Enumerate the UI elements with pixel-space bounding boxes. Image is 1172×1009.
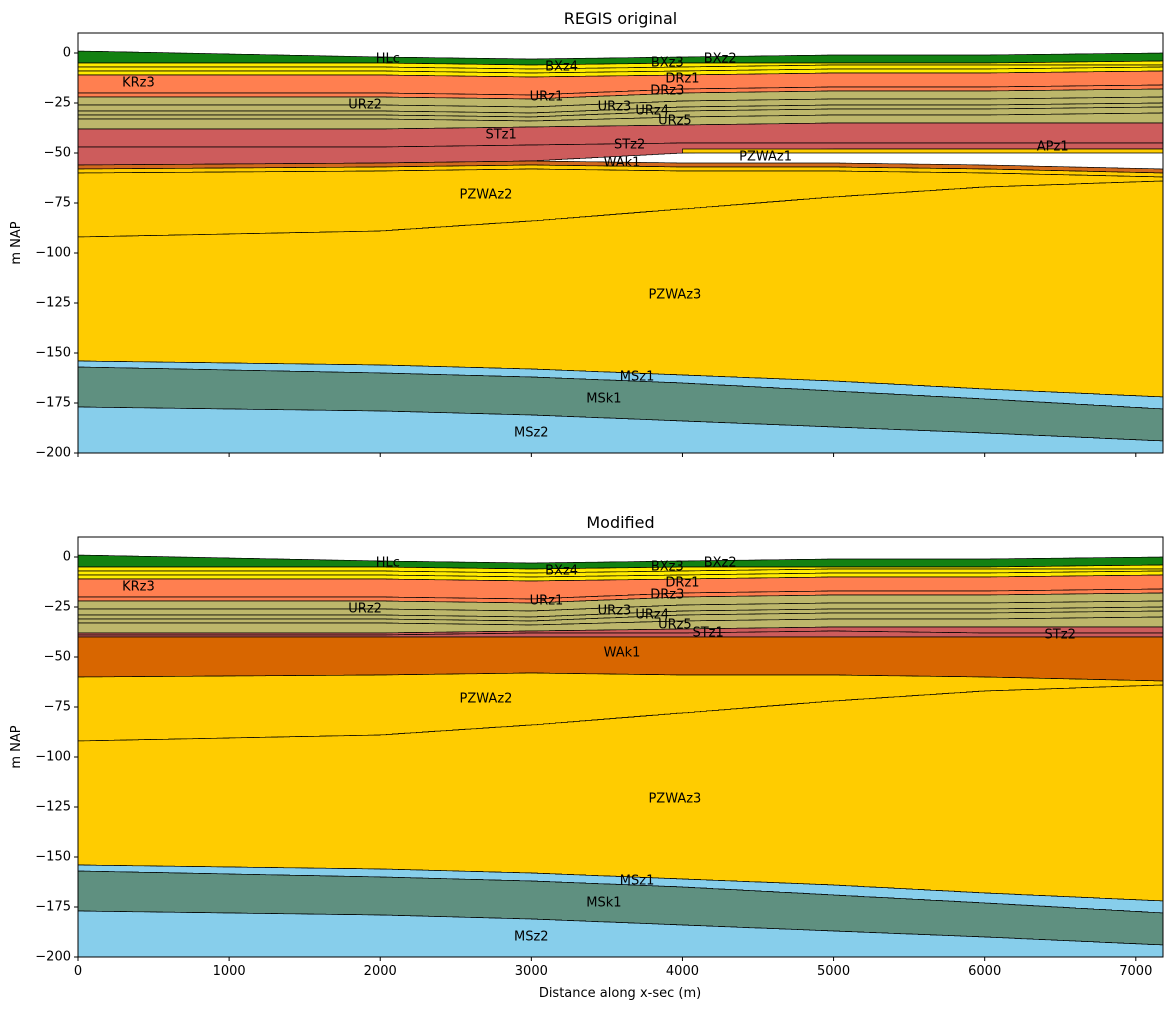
unit-label-urz2: URz2 [348,98,382,113]
y-tick-label: 0 [63,550,71,565]
figure-x-axis-label: Distance along x-sec (m) [539,986,701,1001]
unit-label-stz2: STz2 [614,138,645,153]
unit-label-msk1: MSk1 [586,392,621,407]
unit-label-msz1: MSz1 [620,874,655,889]
unit-label-urz3: URz3 [598,100,632,115]
y-tick-label: −200 [35,950,71,965]
y-tick-label: −175 [35,396,71,411]
y-tick-label: −50 [44,146,71,161]
unit-label-pzwaz2: PZWAz2 [460,692,513,707]
y-tick-label: −150 [35,346,71,361]
unit-label-pzwaz2: PZWAz2 [460,188,513,203]
x-tick-label: 7000 [1119,964,1152,979]
y-tick-label: −100 [35,246,71,261]
unit-label-urz1: URz1 [530,90,564,105]
layer-msz2 [78,406,1163,453]
x-tick-label: 2000 [364,964,397,979]
unit-label-apz1: APz1 [1037,140,1069,155]
unit-label-msz2: MSz2 [514,426,549,441]
y-tick-label: −50 [44,650,71,665]
unit-label-pzwaz3: PZWAz3 [648,792,701,807]
unit-label-wak1: WAk1 [604,156,641,171]
chart-title: REGIS original [564,9,677,28]
unit-label-msz1: MSz1 [620,370,655,385]
axes-frame [77,32,1164,454]
unit-label-urz3: URz3 [598,604,632,619]
y-tick-label: −100 [35,750,71,765]
layer-msz2 [78,910,1163,957]
y-tick-label: −125 [35,296,71,311]
unit-label-stz2: STz2 [1045,628,1076,643]
unit-label-krz3: KRz3 [122,580,155,595]
unit-label-pzwaz3: PZWAz3 [648,288,701,303]
y-tick-label: −150 [35,850,71,865]
unit-label-drz3: DRz3 [650,588,684,603]
unit-label-urz1: URz1 [530,594,564,609]
layer-apz1 [682,148,1163,154]
unit-label-urz5: URz5 [658,114,692,129]
unit-label-hlc: HLc [376,52,400,67]
unit-label-bxz2: BXz2 [704,52,737,67]
unit-label-msk1: MSk1 [586,896,621,911]
y-tick-label: −25 [44,96,71,111]
x-tick-label: 4000 [666,964,699,979]
y-tick-label: −75 [44,700,71,715]
unit-label-urz4: URz4 [635,608,669,623]
unit-label-urz4: URz4 [635,104,669,119]
unit-label-bxz4: BXz4 [545,564,578,579]
unit-label-drz1: DRz1 [665,576,699,591]
y-tick-label: −200 [35,446,71,461]
unit-label-hlc: HLc [376,556,400,571]
x-tick-label: 3000 [515,964,548,979]
x-tick-label: 0 [74,964,82,979]
y-axis-label: m NAP [9,221,24,264]
y-tick-label: −175 [35,900,71,915]
chart-title: Modified [586,513,654,532]
unit-label-bxz2: BXz2 [704,556,737,571]
unit-label-drz3: DRz3 [650,84,684,99]
unit-label-bxz3: BXz3 [651,560,684,575]
y-axis-label: m NAP [9,725,24,768]
unit-label-krz3: KRz3 [122,76,155,91]
axes-frame [77,536,1164,958]
unit-label-urz2: URz2 [348,602,382,617]
y-tick-label: −125 [35,800,71,815]
unit-label-wak1: WAk1 [604,646,641,661]
unit-label-bxz4: BXz4 [545,60,578,75]
x-tick-label: 1000 [213,964,246,979]
y-tick-label: 0 [63,46,71,61]
unit-label-drz1: DRz1 [665,72,699,87]
y-tick-label: −75 [44,196,71,211]
unit-label-stz1: STz1 [485,128,516,143]
x-tick-label: 6000 [968,964,1001,979]
y-tick-label: −25 [44,600,71,615]
unit-label-msz2: MSz2 [514,930,549,945]
x-tick-label: 5000 [817,964,850,979]
unit-label-bxz3: BXz3 [651,56,684,71]
unit-label-pzwaz1: PZWAz1 [739,150,792,165]
unit-label-urz5: URz5 [658,618,692,633]
unit-label-stz1: STz1 [692,626,723,641]
